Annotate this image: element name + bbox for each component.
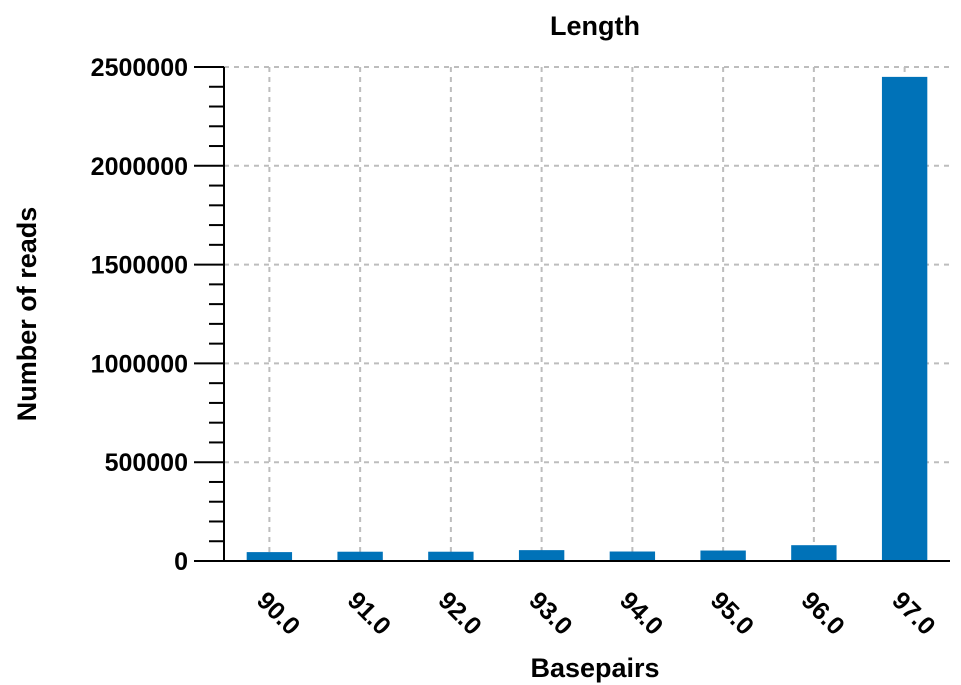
y-axis-label: Number of reads xyxy=(12,207,42,422)
chart-title: Length xyxy=(550,11,640,41)
bar-95.0 xyxy=(700,550,746,561)
y-tick-label: 2000000 xyxy=(91,153,188,181)
x-tick-label: 97.0 xyxy=(886,586,940,640)
y-tick-labels: 0 500000 1000000 1500000 2000000 2500000 xyxy=(91,54,188,576)
y-tick-label: 500000 xyxy=(105,449,188,477)
x-tick-label: 96.0 xyxy=(796,586,850,640)
bar-96.0 xyxy=(791,545,837,561)
x-tick-label: 92.0 xyxy=(433,586,487,640)
bar-92.0 xyxy=(428,551,474,561)
bar-94.0 xyxy=(609,551,656,561)
y-tick-label: 2500000 xyxy=(91,54,188,82)
bar-91.0 xyxy=(337,551,383,561)
axes xyxy=(194,66,950,562)
x-tick-label: 94.0 xyxy=(614,586,668,640)
y-tick-label: 0 xyxy=(174,548,188,576)
grid-lines xyxy=(224,66,950,561)
bar-93.0 xyxy=(518,550,565,561)
y-tick-label: 1500000 xyxy=(91,252,188,280)
x-tick-label: 91.0 xyxy=(342,586,396,640)
x-tick-label: 90.0 xyxy=(251,586,305,640)
x-tick-label: 93.0 xyxy=(523,586,577,640)
bar-97.0 xyxy=(881,76,928,561)
y-tick-label: 1000000 xyxy=(91,350,188,378)
bars xyxy=(246,76,928,561)
x-axis-label: Basepairs xyxy=(530,653,659,683)
x-tick-labels: 90.0 91.0 92.0 93.0 94.0 95.0 96.0 97.0 xyxy=(251,586,940,640)
x-tick-label: 95.0 xyxy=(705,586,759,640)
bar-90.0 xyxy=(246,552,293,561)
